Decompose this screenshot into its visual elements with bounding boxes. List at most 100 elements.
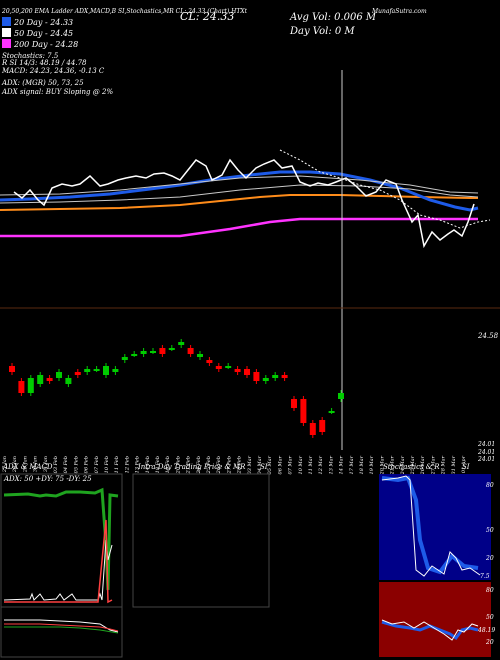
x-date-label: 12 Feb xyxy=(124,456,130,473)
stoch-level-80: 80 xyxy=(486,482,494,489)
price-white-line xyxy=(13,158,475,249)
candle-body xyxy=(234,369,241,372)
candle-body xyxy=(253,372,260,381)
x-date-label: 11 Mar xyxy=(308,455,314,474)
candle-body xyxy=(300,399,307,423)
candle-body xyxy=(291,399,297,408)
x-date-label: 27 Jan xyxy=(2,456,8,473)
ema-gray-line-2 xyxy=(0,184,479,204)
x-date-label: 03 Mar xyxy=(247,455,253,474)
x-date-label: 28 Mar xyxy=(441,455,447,475)
x-date-label: 12 Mar xyxy=(318,455,324,474)
candle-body xyxy=(46,378,53,381)
stoch-panel-title: Stochastics & R xyxy=(383,463,440,471)
intra-panel-title: Intra Day Trading Price & MR xyxy=(137,463,246,471)
x-date-label: 13 Feb xyxy=(135,456,141,473)
rsi-level-20: 20 xyxy=(485,639,494,646)
x-date-label: 05 Feb xyxy=(73,456,79,473)
x-date-label: 06 Mar xyxy=(277,455,283,474)
candle-body xyxy=(168,348,175,350)
candle-body xyxy=(9,366,15,372)
x-date-label: 20 Feb xyxy=(175,456,181,474)
adx-label: ADX: (MGR) 50, 73, 25 xyxy=(1,79,84,87)
ema-magenta-line xyxy=(0,217,478,238)
x-date-label: 01 Apr xyxy=(461,455,467,473)
x-date-label: 10 Mar xyxy=(298,455,304,474)
price-label-3: 24.01 xyxy=(477,456,495,463)
candle-body xyxy=(56,372,62,378)
x-date-label: 03 Feb xyxy=(53,456,59,473)
x-date-label: 31 Jan xyxy=(43,456,49,472)
legend-swatch-200 xyxy=(2,39,11,48)
candle-body xyxy=(131,354,138,356)
rsi-level-80: 80 xyxy=(486,587,494,594)
right-price: 24.58 xyxy=(477,332,499,340)
stoch-panel: 80 50 20 7.5 80 50 20 48.19 xyxy=(379,474,495,657)
candle-body xyxy=(244,369,250,375)
day-vol: Day Vol: 0 M xyxy=(289,26,355,37)
candle-body xyxy=(178,342,185,345)
x-date-label: 04 Mar xyxy=(257,455,263,474)
x-date-label: 25 Feb xyxy=(206,456,212,474)
candle-body xyxy=(93,369,100,371)
stoch-si-title: SI xyxy=(462,463,470,471)
x-date-label: 13 Mar xyxy=(328,455,334,474)
stoch-label: Stochastics: 7.5 xyxy=(2,52,59,60)
rsi-level-50: 50 xyxy=(486,614,494,621)
stoch-level-50: 50 xyxy=(486,527,494,534)
macd-label: MACD: 24.23, 24.36, -0.13 C xyxy=(1,67,105,75)
candle-body xyxy=(319,420,326,432)
x-date-label: 04 Feb xyxy=(63,456,69,473)
candle-body xyxy=(18,381,25,393)
candle-body xyxy=(159,348,166,354)
candle-body xyxy=(121,357,128,360)
candle-body xyxy=(84,369,91,372)
ema-blue-line xyxy=(0,170,479,212)
candle-body xyxy=(140,351,147,354)
x-date-label: 24 Mar xyxy=(400,455,406,475)
candle-body xyxy=(150,351,156,353)
header-legend: 20,50,200 EMA Ladder ADX,MACD,B SI,Stoch… xyxy=(1,8,248,15)
candle-body xyxy=(197,354,203,357)
candle-body xyxy=(65,378,72,384)
x-date-label: 21 Mar xyxy=(390,455,396,475)
x-date-label: 24 Feb xyxy=(196,456,202,474)
x-date-label: 28 Feb xyxy=(237,456,243,474)
stoch-level-20: 20 xyxy=(485,555,494,562)
x-date-label: 18 Mar xyxy=(359,455,365,474)
candle-body xyxy=(338,393,344,399)
price-label-2: 24.01 xyxy=(477,449,495,456)
avg-vol: Avg Vol: 0.006 M xyxy=(289,12,377,23)
x-date-label: 26 Mar xyxy=(420,455,426,475)
source-tag: MunafaSutra.com xyxy=(371,8,427,15)
adx-signal-label: ADX signal: BUY Sloping @ 2% xyxy=(1,88,113,96)
price-dotted-line xyxy=(279,149,491,229)
rsi-value: 48.19 xyxy=(477,627,495,634)
ema-orange-line xyxy=(0,194,478,211)
ema-gray-line xyxy=(0,175,479,196)
intraday-panel xyxy=(132,473,270,608)
candle-body xyxy=(27,378,34,393)
x-date-label: 29 Jan xyxy=(22,456,28,473)
adx-values: ADX: 50 +DY: 75 -DY: 25 xyxy=(3,475,92,483)
candle-body xyxy=(328,411,335,413)
price-label-1: 24.01 xyxy=(477,441,495,448)
adx-panel-title: ADX & MACD xyxy=(2,463,53,471)
x-date-label: 25 Mar xyxy=(410,455,416,475)
candlestick-group xyxy=(9,339,344,438)
x-date-label: 31 Mar xyxy=(451,455,457,474)
ema200-label: 200 Day - 24.28 xyxy=(13,40,78,49)
candle-body xyxy=(225,366,232,368)
x-date-label: 30 Jan xyxy=(33,456,39,472)
candle-body xyxy=(215,366,222,369)
candle-body xyxy=(262,378,269,381)
x-date-label: 14 Mar xyxy=(339,455,345,474)
legend-swatch-50 xyxy=(2,28,11,37)
x-date-label: 07 Mar xyxy=(288,455,294,474)
ema50-label: 50 Day - 24.45 xyxy=(14,29,73,38)
x-date-label: 14 Feb xyxy=(145,456,151,473)
x-date-label: 27 Feb xyxy=(226,456,232,474)
si-panel-title: SI xyxy=(260,463,268,471)
candle-body xyxy=(272,375,279,378)
